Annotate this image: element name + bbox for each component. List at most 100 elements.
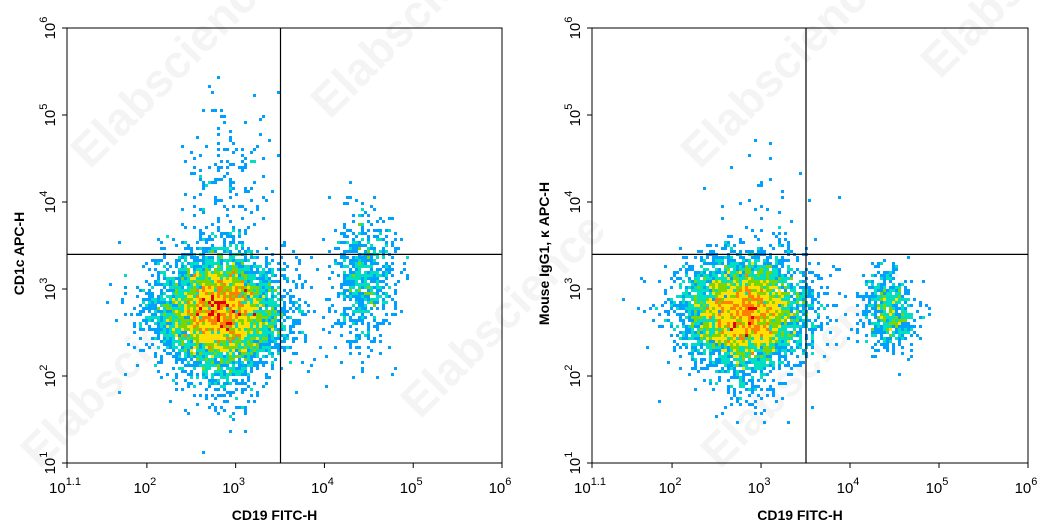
event-dot: [190, 292, 193, 295]
event-dot: [364, 262, 367, 265]
event-dot: [277, 313, 280, 316]
event-dot: [760, 388, 763, 391]
event-dot: [763, 271, 766, 274]
event-dot: [766, 322, 769, 325]
event-dot: [775, 328, 778, 331]
event-dot: [877, 295, 880, 298]
event-dot: [226, 295, 229, 298]
event-dot: [745, 346, 748, 349]
event-dot: [157, 361, 160, 364]
event-dot: [355, 199, 358, 202]
x-tick-label: 101.1: [49, 476, 81, 497]
event-dot: [679, 319, 682, 322]
event-dot: [733, 346, 736, 349]
event-dot: [211, 286, 214, 289]
event-dot: [205, 328, 208, 331]
event-dot: [709, 298, 712, 301]
event-dot: [709, 289, 712, 292]
event-dot: [229, 322, 232, 325]
event-dot: [880, 286, 883, 289]
event-dot: [220, 349, 223, 352]
event-dot: [700, 256, 703, 259]
event-dot: [253, 223, 256, 226]
event-dot: [199, 352, 202, 355]
event-dot: [190, 337, 193, 340]
event-dot: [217, 220, 220, 223]
event-dot: [184, 160, 187, 163]
event-dot: [751, 289, 754, 292]
event-dot: [157, 277, 160, 280]
event-dot: [838, 268, 841, 271]
event-dot: [742, 319, 745, 322]
event-dot: [715, 343, 718, 346]
event-dot: [241, 277, 244, 280]
event-dot: [766, 283, 769, 286]
event-dot: [238, 232, 241, 235]
event-dot: [223, 175, 226, 178]
event-dot: [373, 271, 376, 274]
event-dot: [364, 232, 367, 235]
event-dot: [739, 304, 742, 307]
event-dot: [172, 289, 175, 292]
event-dot: [790, 250, 793, 253]
event-dot: [736, 268, 739, 271]
event-dot: [877, 271, 880, 274]
event-dot: [340, 241, 343, 244]
x-tick-label: 105: [926, 476, 949, 497]
event-dot: [226, 304, 229, 307]
event-dot: [256, 361, 259, 364]
event-dot: [238, 370, 241, 373]
event-dot: [682, 280, 685, 283]
event-dot: [154, 268, 157, 271]
event-dot: [361, 223, 364, 226]
event-dot: [190, 376, 193, 379]
event-dot: [784, 355, 787, 358]
event-dot: [667, 319, 670, 322]
event-dot: [364, 274, 367, 277]
event-dot: [721, 292, 724, 295]
event-dot: [193, 166, 196, 169]
event-dot: [175, 319, 178, 322]
event-dot: [871, 280, 874, 283]
event-dot: [205, 361, 208, 364]
event-dot: [694, 331, 697, 334]
event-dot: [718, 331, 721, 334]
event-dot: [220, 346, 223, 349]
event-dot: [817, 274, 820, 277]
event-dot: [718, 295, 721, 298]
event-dot: [724, 361, 727, 364]
event-dot: [697, 301, 700, 304]
event-dot: [217, 352, 220, 355]
event-dot: [910, 325, 913, 328]
event-dot: [289, 346, 292, 349]
event-dot: [697, 292, 700, 295]
event-dot: [748, 262, 751, 265]
event-dot: [247, 337, 250, 340]
event-dot: [265, 277, 268, 280]
event-dot: [739, 352, 742, 355]
event-dot: [874, 310, 877, 313]
event-dot: [355, 322, 358, 325]
event-dot: [172, 322, 175, 325]
event-dot: [799, 271, 802, 274]
event-dot: [160, 310, 163, 313]
event-dot: [790, 310, 793, 313]
event-dot: [220, 358, 223, 361]
event-dot: [796, 313, 799, 316]
event-dot: [202, 325, 205, 328]
event-dot: [835, 304, 838, 307]
event-dot: [304, 334, 307, 337]
event-dot: [358, 247, 361, 250]
event-dot: [223, 394, 226, 397]
event-dot: [199, 325, 202, 328]
event-dot: [289, 307, 292, 310]
event-dot: [691, 346, 694, 349]
event-dot: [781, 286, 784, 289]
event-dot: [274, 343, 277, 346]
event-dot: [199, 274, 202, 277]
event-dot: [754, 295, 757, 298]
event-dot: [178, 271, 181, 274]
event-dot: [769, 274, 772, 277]
event-dot: [799, 343, 802, 346]
event-dot: [760, 307, 763, 310]
